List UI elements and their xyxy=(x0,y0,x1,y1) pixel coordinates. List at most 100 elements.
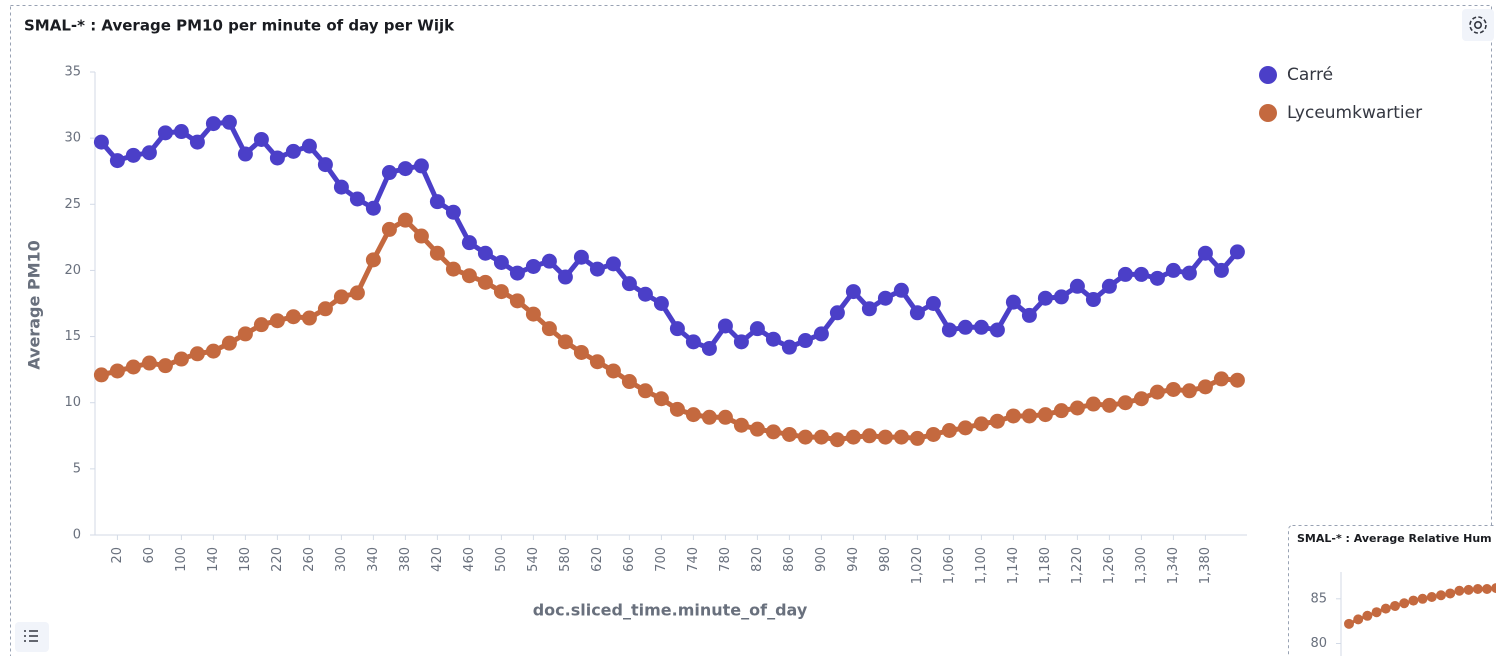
point xyxy=(686,334,701,349)
point xyxy=(1482,584,1492,594)
x-tick-label: 780 xyxy=(718,547,733,572)
point xyxy=(1054,403,1069,418)
point xyxy=(238,326,253,341)
point xyxy=(1134,391,1149,406)
point xyxy=(446,262,461,277)
point xyxy=(174,352,189,367)
point xyxy=(1427,592,1437,602)
point xyxy=(1070,279,1085,294)
point xyxy=(142,356,157,371)
point xyxy=(894,430,909,445)
x-tick-label: 340 xyxy=(366,547,381,572)
point xyxy=(1344,619,1354,629)
point xyxy=(526,259,541,274)
point xyxy=(158,125,173,140)
point xyxy=(734,418,749,433)
point xyxy=(318,157,333,172)
point xyxy=(1182,383,1197,398)
point xyxy=(1006,295,1021,310)
point xyxy=(878,291,893,306)
point xyxy=(414,158,429,173)
point xyxy=(686,407,701,422)
point xyxy=(766,332,781,347)
point xyxy=(1390,601,1400,611)
point xyxy=(446,205,461,220)
point xyxy=(782,427,797,442)
x-tick-label: 700 xyxy=(654,547,669,572)
point xyxy=(494,284,509,299)
point xyxy=(302,311,317,326)
point xyxy=(270,150,285,165)
point xyxy=(1038,407,1053,422)
x-tick-label: 1,380 xyxy=(1198,547,1213,584)
point xyxy=(1362,611,1372,621)
point xyxy=(1134,267,1149,282)
point xyxy=(222,115,237,130)
point xyxy=(1086,397,1101,412)
point xyxy=(110,153,125,168)
point xyxy=(1473,584,1483,594)
point xyxy=(878,430,893,445)
point xyxy=(1214,263,1229,278)
point xyxy=(1182,266,1197,281)
point xyxy=(622,374,637,389)
point xyxy=(510,266,525,281)
y-tick-label: 10 xyxy=(64,395,81,410)
point xyxy=(1454,586,1464,596)
panel-title: SMAL-* : Average PM10 per minute of day … xyxy=(24,17,455,35)
point xyxy=(1464,585,1474,595)
point xyxy=(206,116,221,131)
x-axis-title: doc.sliced_time.minute_of_day xyxy=(533,601,808,620)
point xyxy=(478,275,493,290)
point xyxy=(1381,604,1391,614)
point xyxy=(798,430,813,445)
point xyxy=(574,250,589,265)
second-panel-title: SMAL-* : Average Relative Hum xyxy=(1297,532,1492,545)
x-tick-label: 420 xyxy=(430,547,445,572)
x-tick-label: 1,100 xyxy=(974,547,989,584)
point xyxy=(1054,289,1069,304)
x-tick-label: 900 xyxy=(814,547,829,572)
point xyxy=(702,341,717,356)
y-tick-label: 0 xyxy=(73,528,81,543)
point xyxy=(910,431,925,446)
point xyxy=(1070,401,1085,416)
point xyxy=(126,148,141,163)
point xyxy=(1150,385,1165,400)
point xyxy=(286,144,301,159)
point xyxy=(1399,598,1409,608)
point xyxy=(254,132,269,147)
point xyxy=(94,367,109,382)
point xyxy=(542,254,557,269)
settings-button[interactable] xyxy=(1462,9,1494,41)
y-tick-label: 20 xyxy=(64,263,81,278)
legend-marker xyxy=(1259,104,1277,122)
point xyxy=(126,359,141,374)
y-tick-label: 85 xyxy=(1310,591,1327,606)
point xyxy=(158,358,173,373)
point xyxy=(1166,382,1181,397)
point xyxy=(1118,395,1133,410)
point xyxy=(510,293,525,308)
point xyxy=(334,180,349,195)
point xyxy=(638,383,653,398)
point xyxy=(526,307,541,322)
point xyxy=(366,201,381,216)
point xyxy=(862,301,877,316)
point xyxy=(606,256,621,271)
x-tick-label: 1,220 xyxy=(1070,547,1085,584)
point xyxy=(94,135,109,150)
point xyxy=(286,309,301,324)
point xyxy=(350,285,365,300)
x-tick-label: 580 xyxy=(558,547,573,572)
y-tick-label: 80 xyxy=(1310,636,1327,651)
point xyxy=(1372,607,1382,617)
legend-toggle[interactable] xyxy=(15,622,49,652)
point xyxy=(1022,408,1037,423)
point xyxy=(782,340,797,355)
x-tick-label: 500 xyxy=(494,547,509,572)
point xyxy=(174,124,189,139)
point xyxy=(830,305,845,320)
x-tick-label: 380 xyxy=(398,547,413,572)
